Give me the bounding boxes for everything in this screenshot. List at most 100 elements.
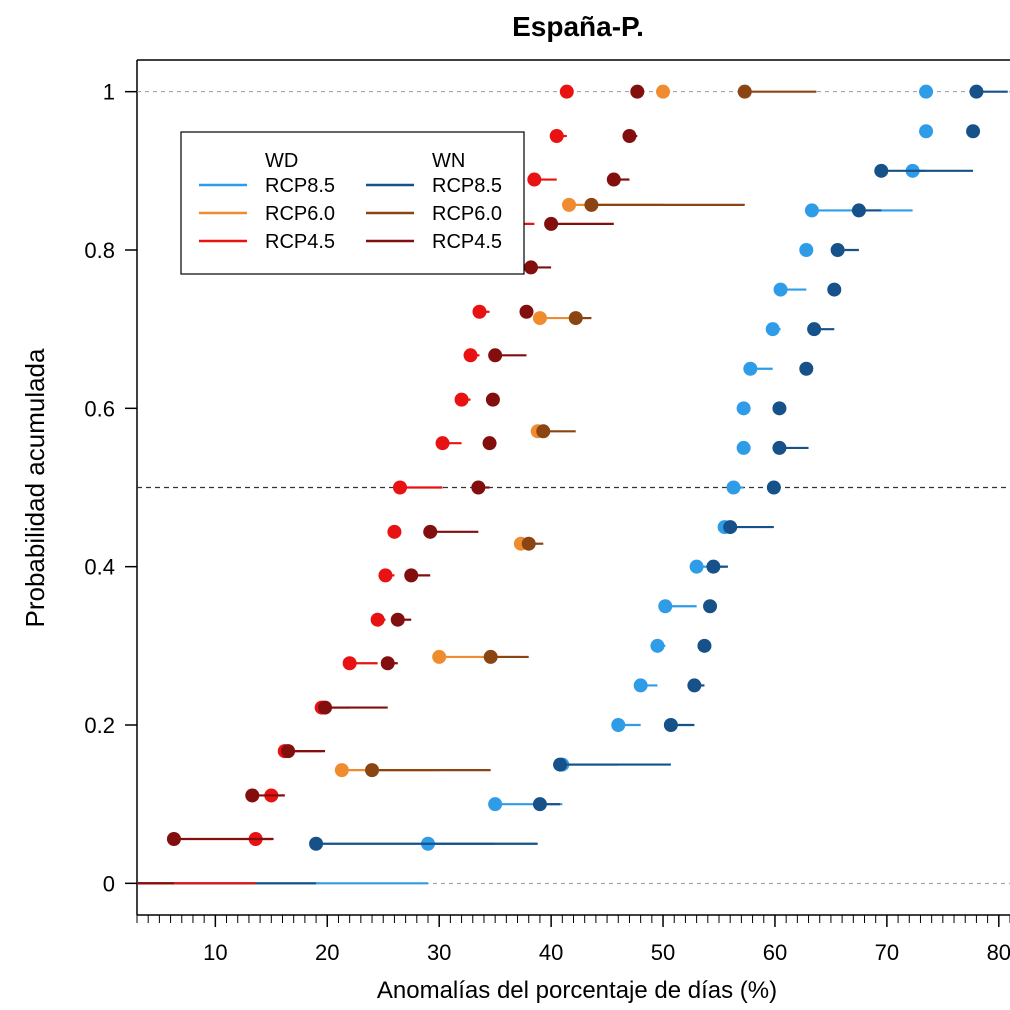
series-point-wn-rcp60: [737, 84, 752, 99]
series-point-wn-rcp85: [966, 124, 981, 139]
series-point-wd-rcp85: [736, 401, 751, 416]
series-point-wd-rcp45: [463, 348, 478, 363]
x-tick-label: 10: [203, 940, 227, 965]
series-point-wn-rcp85: [309, 836, 324, 851]
series-point-wd-rcp60: [656, 84, 671, 99]
series-point-wd-rcp45: [393, 480, 408, 495]
x-tick-label: 70: [875, 940, 899, 965]
plot-area: 0 0.2 0.4 0.6 0.8 1 10 20 30 40 50 60 70 80: [84, 59, 1010, 965]
legend-group-title: WD: [265, 150, 298, 172]
series-point-wd-rcp85: [726, 480, 741, 495]
series-point-wn-rcp60: [584, 197, 599, 212]
series-point-wn-rcp85: [807, 322, 822, 337]
series-point-wn-rcp60: [521, 536, 536, 551]
series-point-wn-rcp45: [318, 700, 333, 715]
series-point-wn-rcp45: [423, 524, 438, 539]
series-point-wn-rcp45: [519, 304, 534, 319]
series-point-wd-rcp85: [658, 599, 673, 614]
series-point-wd-rcp45: [387, 524, 402, 539]
series-point-wn-rcp85: [772, 401, 787, 416]
series-point-wd-rcp85: [633, 678, 648, 693]
series-point-wd-rcp45: [549, 129, 564, 143]
y-tick-label: 1: [103, 80, 115, 105]
series-point-wn-rcp85: [851, 203, 866, 218]
series-point-wd-rcp85: [799, 243, 814, 257]
y-tick-label: 0.4: [84, 555, 115, 580]
x-tick-label: 80: [987, 940, 1010, 965]
series-point-wn-rcp45: [380, 656, 395, 671]
series-point-wn-rcp45: [488, 348, 503, 363]
series-point-wd-rcp45: [342, 656, 357, 671]
series-point-wn-rcp85: [799, 361, 814, 376]
series-point-wn-rcp45: [630, 84, 645, 99]
series-point-wn-rcp45: [404, 568, 419, 583]
series-point-wd-rcp60: [532, 311, 547, 326]
series-point-wn-rcp45: [390, 612, 405, 627]
series-point-wd-rcp45: [472, 304, 487, 319]
y-axis-label: Probabilidad acumulada: [20, 348, 50, 628]
x-tick-label: 20: [315, 940, 339, 965]
series-point-wn-rcp60: [365, 763, 380, 778]
series-point-wd-rcp85: [736, 440, 751, 455]
series-point-wd-rcp45: [370, 612, 385, 627]
x-tick-label: 60: [763, 940, 787, 965]
legend-entry-label: RCP8.5: [432, 175, 502, 197]
chart-title: España-P.: [512, 11, 644, 42]
series-point-wd-rcp85: [743, 361, 758, 376]
legend-entry-label: RCP8.5: [265, 175, 335, 197]
series-point-wn-rcp45: [245, 788, 260, 803]
legend-entry-label: RCP4.5: [265, 231, 335, 253]
series-point-wn-rcp45: [482, 436, 497, 451]
series-point-wn-rcp45: [523, 260, 538, 275]
series-point-wd-rcp45: [527, 172, 542, 187]
series-point-wn-rcp45: [606, 172, 621, 187]
legend-box: [180, 131, 525, 275]
series-point-wd-rcp85: [919, 124, 934, 139]
series-point-wd-rcp45: [435, 436, 450, 451]
series-point-wd-rcp85: [689, 559, 704, 574]
series-point-wn-rcp85: [723, 520, 738, 535]
series-point-wd-rcp85: [765, 322, 780, 337]
series-point-wn-rcp60: [483, 649, 498, 664]
series-point-wd-rcp45: [454, 392, 469, 407]
x-tick-label: 40: [539, 940, 563, 965]
series-point-wd-rcp85: [919, 84, 934, 99]
x-axis-label: Anomalías del porcentaje de días (%): [377, 977, 777, 1004]
series-point-wn-rcp85: [766, 480, 781, 495]
y-tick-label: 0.6: [84, 396, 115, 421]
series-point-wd-rcp60: [432, 649, 447, 664]
y-tick-label: 0.8: [84, 238, 115, 263]
y-tick-label: 0.2: [84, 713, 115, 738]
series-point-wn-rcp60: [536, 424, 551, 439]
series-point-wn-rcp85: [687, 678, 702, 693]
series-point-wd-rcp60: [562, 197, 577, 212]
x-tick-label: 30: [427, 940, 451, 965]
series-point-wn-rcp85: [830, 243, 845, 257]
series-point-wn-rcp85: [553, 757, 568, 772]
series-point-wn-rcp85: [706, 559, 721, 574]
series-point-wn-rcp85: [697, 638, 712, 653]
series-point-wd-rcp45: [559, 84, 574, 99]
y-tick-label: 0: [103, 871, 115, 896]
series-point-wd-rcp85: [488, 797, 503, 812]
series-point-wn-rcp45: [281, 744, 296, 759]
series-point-wn-rcp45: [471, 480, 486, 495]
series-point-wn-rcp85: [532, 797, 547, 812]
legend-entry-label: RCP6.0: [432, 203, 502, 225]
legend-entry-label: RCP6.0: [265, 203, 335, 225]
legend-entry-label: RCP4.5: [432, 231, 502, 253]
series-point-wn-rcp45: [622, 129, 637, 143]
series-point-wn-rcp45: [485, 392, 500, 407]
series-point-wn-rcp85: [663, 718, 678, 732]
series-point-wn-rcp85: [772, 440, 787, 455]
series-point-wn-rcp85: [703, 599, 718, 614]
series-point-wn-rcp45: [544, 216, 559, 231]
legend-group-title: WN: [432, 150, 465, 172]
series-point-wd-rcp85: [804, 203, 819, 218]
series-point-wn-rcp60: [568, 311, 583, 326]
x-tick-label: 50: [651, 940, 675, 965]
series-point-wd-rcp60: [334, 763, 349, 778]
series-point-wd-rcp85: [650, 638, 665, 653]
